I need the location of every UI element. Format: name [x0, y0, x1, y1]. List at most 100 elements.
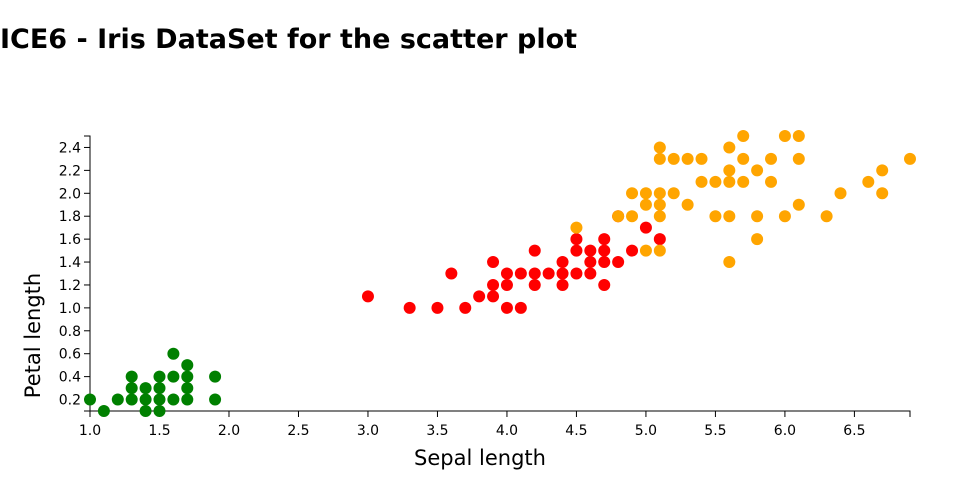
data-point [528, 278, 541, 291]
data-point [598, 233, 611, 246]
data-point [139, 405, 152, 417]
y-axis: 0.2 0.4 0.6 0.8 1.0 1.2 1.4 1.6 1.8 2.0 2.2 2.4 [59, 135, 91, 412]
data-point [111, 393, 124, 406]
data-point [584, 244, 597, 257]
data-point [598, 244, 611, 257]
data-point [514, 301, 527, 314]
x-tick-label: 3.0 [357, 423, 379, 439]
data-point [723, 210, 736, 223]
x-tick-label: 1.0 [79, 423, 101, 439]
data-point [153, 382, 166, 395]
data-point [612, 210, 625, 223]
data-point [709, 175, 722, 188]
data-point [125, 393, 138, 406]
y-tick-label: 2.4 [59, 140, 81, 156]
data-point [626, 244, 639, 257]
data-point [361, 290, 374, 303]
data-point [487, 290, 500, 303]
data-point [431, 301, 444, 314]
x-tick-label: 3.5 [426, 423, 448, 439]
data-point [626, 187, 639, 200]
data-point [778, 130, 791, 142]
y-tick-label: 0.4 [59, 370, 81, 386]
data-point [765, 152, 778, 165]
data-point [528, 244, 541, 257]
x-tick-label: 5.5 [704, 423, 726, 439]
data-point [612, 256, 625, 269]
x-axis-title: Sepal length [414, 446, 546, 470]
data-point [570, 221, 583, 234]
data-point [653, 233, 666, 246]
data-point [528, 267, 541, 280]
y-tick-label: 0.2 [59, 393, 81, 409]
x-tick-label: 4.5 [565, 423, 587, 439]
data-point [209, 370, 222, 383]
data-point [473, 290, 486, 303]
data-point [653, 187, 666, 200]
data-point [904, 152, 916, 165]
data-point [153, 405, 166, 417]
data-point [445, 267, 458, 280]
data-point [723, 164, 736, 177]
data-point [500, 301, 513, 314]
data-point [584, 267, 597, 280]
data-point [542, 267, 555, 280]
data-point [653, 210, 666, 223]
x-tick-label: 1.5 [148, 423, 170, 439]
y-tick-label: 2.0 [59, 186, 81, 202]
data-point [653, 244, 666, 257]
data-point [653, 198, 666, 211]
data-point [681, 198, 694, 211]
data-point [403, 301, 416, 314]
data-point [876, 164, 889, 177]
data-point [737, 130, 750, 142]
data-point [820, 210, 833, 223]
data-point [487, 278, 500, 291]
data-point [695, 175, 708, 188]
data-point [792, 198, 805, 211]
data-point [751, 210, 764, 223]
data-point [584, 256, 597, 269]
data-point [84, 393, 96, 406]
data-point [695, 152, 708, 165]
data-point [876, 187, 889, 200]
data-point [570, 267, 583, 280]
data-point [167, 347, 180, 360]
y-axis-title: Petal length [21, 273, 45, 398]
y-tick-label: 1.4 [59, 255, 81, 271]
y-tick-label: 2.2 [59, 163, 81, 179]
data-point [751, 164, 764, 177]
data-point [153, 393, 166, 406]
data-point [167, 393, 180, 406]
data-point [792, 130, 805, 142]
data-point [487, 256, 500, 269]
x-tick-label: 5.0 [635, 423, 657, 439]
data-point [570, 244, 583, 257]
x-tick-label: 2.0 [218, 423, 240, 439]
data-point [639, 187, 652, 200]
data-point [570, 233, 583, 246]
data-point [639, 221, 652, 234]
data-point [751, 233, 764, 246]
data-point [723, 141, 736, 154]
data-point [667, 152, 680, 165]
data-point [139, 393, 152, 406]
data-point [639, 244, 652, 257]
data-point [598, 278, 611, 291]
data-point [500, 267, 513, 280]
data-point [125, 382, 138, 395]
data-point [139, 382, 152, 395]
data-point [626, 210, 639, 223]
y-tick-label: 1.0 [59, 301, 81, 317]
data-points [84, 130, 916, 417]
data-point [737, 175, 750, 188]
data-point [681, 152, 694, 165]
data-point [209, 393, 222, 406]
data-point [181, 370, 194, 383]
data-point [737, 152, 750, 165]
data-point [167, 370, 180, 383]
data-point [459, 301, 472, 314]
page-title: ICE6 - Iris DataSet for the scatter plot [0, 24, 578, 55]
data-point [834, 187, 847, 200]
data-point [765, 175, 778, 188]
